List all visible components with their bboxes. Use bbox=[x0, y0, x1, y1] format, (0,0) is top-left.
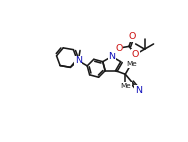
Text: N: N bbox=[75, 56, 82, 65]
Text: O: O bbox=[115, 44, 122, 53]
Text: Me: Me bbox=[121, 83, 131, 89]
Text: N: N bbox=[135, 86, 142, 95]
Text: Me: Me bbox=[127, 61, 137, 67]
Text: O: O bbox=[132, 50, 139, 59]
Text: O: O bbox=[129, 32, 136, 41]
Text: N: N bbox=[108, 52, 115, 61]
